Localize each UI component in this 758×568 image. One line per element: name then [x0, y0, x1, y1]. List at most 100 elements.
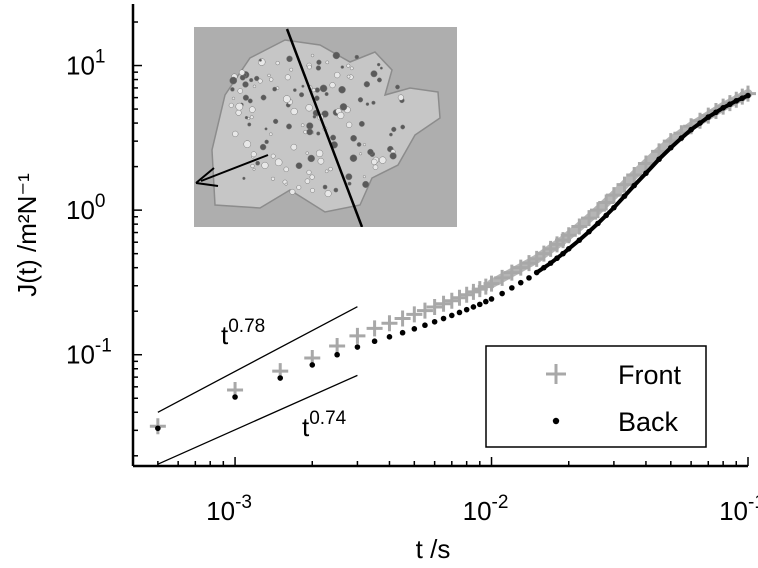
back-point [470, 304, 477, 310]
granule [372, 164, 379, 171]
granule [254, 75, 260, 82]
granule [379, 66, 383, 70]
granule [247, 122, 252, 127]
cell-outline [211, 39, 441, 213]
back-point [526, 275, 532, 281]
granule [397, 94, 404, 101]
granule [305, 151, 309, 155]
legend-back-label: Back [618, 407, 679, 437]
granule [289, 188, 296, 195]
granule [283, 95, 291, 103]
granule [237, 88, 243, 94]
granule [235, 109, 242, 116]
granule [255, 160, 260, 166]
granule [270, 176, 275, 181]
granule [312, 114, 317, 119]
granule [257, 78, 263, 84]
inset-content [195, 28, 441, 227]
legend-front-marker [546, 364, 566, 384]
back-point [309, 362, 316, 368]
x-tick-label: 10-2 [463, 492, 509, 526]
granule [322, 184, 328, 190]
granule [324, 190, 332, 198]
guide-line-2 [157, 374, 358, 465]
x-tick-label: 10-3 [206, 492, 252, 526]
back-point [456, 309, 463, 316]
granule [332, 51, 341, 60]
granule [300, 123, 305, 127]
granule [371, 158, 378, 165]
granule [228, 102, 234, 108]
back-point [422, 322, 428, 329]
granule [347, 181, 352, 186]
back-point [488, 296, 495, 302]
granule [293, 88, 297, 92]
legend: Front Back [485, 345, 707, 448]
back-point [277, 375, 284, 381]
granule [242, 176, 246, 180]
granule [229, 76, 238, 85]
granule [283, 166, 289, 173]
granule [367, 148, 374, 156]
granule [239, 74, 246, 81]
back-point [476, 301, 483, 308]
granule [311, 88, 316, 93]
axes: 10-3 10-2 10-1 10-1 100 101 [66, 4, 758, 526]
back-point [440, 315, 447, 322]
granule [345, 173, 353, 181]
granule [359, 152, 363, 156]
granule [357, 97, 364, 103]
granule [307, 64, 312, 70]
granule [324, 169, 329, 174]
back-dense-band [534, 93, 750, 275]
granule [306, 169, 312, 175]
granule [275, 60, 280, 66]
granule [349, 66, 354, 71]
x-tick-label: 10-1 [719, 492, 758, 526]
back-point [431, 318, 438, 325]
legend-back-marker [552, 417, 560, 425]
granule [363, 81, 371, 88]
granule [249, 115, 254, 120]
granule [389, 132, 393, 137]
granule [252, 167, 256, 171]
granule [249, 106, 256, 113]
granule [232, 130, 239, 138]
granule [242, 81, 249, 88]
front-point [443, 292, 460, 309]
granule [252, 84, 257, 89]
granule [249, 77, 254, 83]
granule [376, 77, 382, 83]
granule [230, 87, 235, 92]
granule [290, 143, 298, 151]
granule [319, 84, 328, 93]
granule [350, 134, 357, 142]
granule [299, 92, 305, 98]
annotation-exponent-078: t0.78 [221, 316, 265, 350]
back-point [232, 394, 238, 400]
granule [258, 58, 262, 62]
granule [337, 111, 345, 119]
front-point [426, 298, 443, 315]
back-point [509, 285, 515, 291]
granule [317, 157, 325, 165]
granule [400, 124, 406, 130]
granule [339, 103, 348, 111]
granule [346, 74, 351, 79]
granule [340, 65, 345, 69]
granule [395, 84, 400, 90]
granule [274, 158, 283, 167]
granule [289, 67, 294, 72]
granule [305, 104, 313, 112]
front-point [381, 315, 398, 332]
back-point [371, 338, 378, 345]
granule [330, 134, 337, 141]
front-point [349, 327, 366, 344]
granule [338, 85, 346, 94]
granule [260, 94, 267, 101]
granule [363, 143, 367, 147]
direction-arrow-head [195, 167, 219, 187]
cell-division-line [285, 28, 364, 227]
legend-box [485, 345, 707, 448]
front-point [394, 310, 411, 327]
